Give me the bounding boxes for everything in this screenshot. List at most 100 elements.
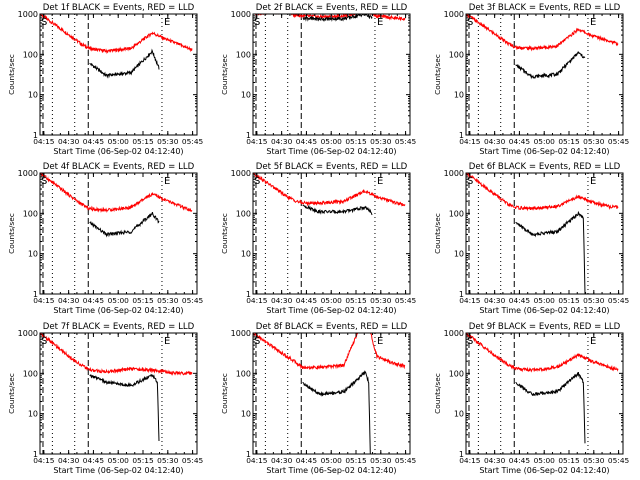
x-tick-label: 05:45 xyxy=(182,296,204,305)
x-tick-label: 05:30 xyxy=(370,456,392,465)
red-lld-series xyxy=(466,333,619,373)
black-events-series xyxy=(302,14,373,23)
y-axis-label: Counts/sec xyxy=(433,373,442,414)
end-marker-label: E xyxy=(164,176,170,187)
x-tick-label: 04:45 xyxy=(296,137,318,146)
x-tick-label: 05:15 xyxy=(345,137,367,146)
black-events-series xyxy=(89,211,160,238)
start-marker-label: S xyxy=(467,17,473,28)
x-tick-label: 05:00 xyxy=(534,137,556,146)
end-marker-label: E xyxy=(377,176,383,187)
red-lld-series xyxy=(40,333,193,376)
plot-area xyxy=(40,333,193,454)
x-tick-label: 04:15 xyxy=(459,296,481,305)
y-tick-label: 1000 xyxy=(444,329,464,338)
red-lld-series xyxy=(40,173,193,213)
chart-panel: Det 7f BLACK = Events, RED = LLD 1 10 100 10… xyxy=(7,322,204,475)
y-tick-label: 1 xyxy=(246,290,251,299)
x-tick-label: 04:45 xyxy=(83,296,105,305)
x-tick-label: 04:30 xyxy=(484,456,506,465)
y-axis-label: Counts/sec xyxy=(7,373,16,414)
y-axis-label: Counts/sec xyxy=(7,54,16,95)
y-tick-label: 1000 xyxy=(231,169,251,178)
x-tick-label: 04:45 xyxy=(296,296,318,305)
y-tick-label: 100 xyxy=(236,369,251,378)
y-tick-label: 100 xyxy=(236,50,251,59)
y-tick-label: 10 xyxy=(241,250,251,259)
x-tick-label: 05:30 xyxy=(157,456,179,465)
x-tick-label: 05:00 xyxy=(534,296,556,305)
y-tick-label: 100 xyxy=(449,50,464,59)
chart-title: Det 8f BLACK = Events, RED = LLD xyxy=(256,322,408,332)
x-tick-label: 05:45 xyxy=(608,456,630,465)
y-tick-label: 1 xyxy=(246,450,251,459)
x-tick-label: 04:15 xyxy=(33,137,55,146)
y-tick-label: 1000 xyxy=(444,169,464,178)
y-tick-label: 1 xyxy=(33,290,38,299)
black-events-series xyxy=(89,48,160,79)
chart-panel: Det 4f BLACK = Events, RED = LLD 1 10 100 10… xyxy=(7,162,204,315)
y-tick-label: 100 xyxy=(23,209,38,218)
x-tick-label: 05:30 xyxy=(157,296,179,305)
plot-area xyxy=(466,333,619,454)
x-tick-label: 04:30 xyxy=(271,137,293,146)
x-axis-label: Start Time (06-Sep-02 04:12:40) xyxy=(53,147,183,156)
red-lld-series xyxy=(253,14,406,22)
chart-panel: Det 3f BLACK = Events, RED = LLD 1 10 100 10… xyxy=(433,3,630,156)
x-tick-label: 04:30 xyxy=(271,296,293,305)
y-tick-label: 1000 xyxy=(444,10,464,19)
chart-title: Det 7f BLACK = Events, RED = LLD xyxy=(43,322,195,332)
chart-panel: Det 8f BLACK = Events, RED = LLD 1 10 100 10… xyxy=(220,322,417,475)
red-lld-series xyxy=(466,173,619,212)
red-lld-series xyxy=(40,14,193,55)
end-marker-label: E xyxy=(377,17,383,28)
y-tick-label: 1 xyxy=(459,290,464,299)
x-tick-label: 05:00 xyxy=(108,137,130,146)
start-marker-label: S xyxy=(467,176,473,187)
chart-panel: Det 9f BLACK = Events, RED = LLD 1 10 100 10… xyxy=(433,322,630,475)
x-tick-label: 05:45 xyxy=(608,137,630,146)
black-events-series xyxy=(302,204,373,216)
x-axis-label: Start Time (06-Sep-02 04:12:40) xyxy=(53,306,183,315)
x-tick-label: 05:45 xyxy=(608,296,630,305)
end-marker-label: E xyxy=(377,336,383,347)
x-tick-label: 04:15 xyxy=(246,296,268,305)
x-tick-label: 05:15 xyxy=(132,137,154,146)
y-tick-label: 1 xyxy=(459,450,464,459)
plot-area xyxy=(466,173,619,294)
x-axis-label: Start Time (06-Sep-02 04:12:40) xyxy=(479,306,609,315)
x-tick-label: 04:45 xyxy=(83,456,105,465)
x-tick-label: 04:15 xyxy=(33,296,55,305)
end-marker-label: E xyxy=(590,336,596,347)
x-tick-label: 05:30 xyxy=(370,296,392,305)
plot-area xyxy=(466,14,619,135)
y-tick-label: 1000 xyxy=(231,10,251,19)
y-axis-label: Counts/sec xyxy=(433,213,442,254)
y-tick-label: 1000 xyxy=(18,10,38,19)
x-tick-label: 05:45 xyxy=(395,456,417,465)
x-tick-label: 05:15 xyxy=(132,296,154,305)
chart-title: Det 4f BLACK = Events, RED = LLD xyxy=(43,162,195,172)
y-tick-label: 100 xyxy=(449,209,464,218)
chart-title: Det 6f BLACK = Events, RED = LLD xyxy=(469,162,621,172)
y-tick-label: 1 xyxy=(33,131,38,140)
y-tick-label: 10 xyxy=(241,410,251,419)
y-tick-label: 100 xyxy=(236,209,251,218)
x-axis-label: Start Time (06-Sep-02 04:12:40) xyxy=(479,147,609,156)
plot-area xyxy=(253,173,406,294)
y-tick-label: 1 xyxy=(459,131,464,140)
chart-title: Det 3f BLACK = Events, RED = LLD xyxy=(469,3,621,13)
axes-frame xyxy=(252,172,411,295)
y-tick-label: 1000 xyxy=(18,169,38,178)
x-tick-label: 05:45 xyxy=(182,137,204,146)
x-tick-label: 04:45 xyxy=(83,137,105,146)
y-tick-label: 10 xyxy=(454,91,464,100)
x-tick-label: 05:15 xyxy=(558,456,580,465)
x-tick-label: 04:15 xyxy=(246,137,268,146)
plot-area xyxy=(40,14,193,135)
x-axis-label: Start Time (06-Sep-02 04:12:40) xyxy=(266,306,396,315)
y-axis-label: Counts/sec xyxy=(220,213,229,254)
x-tick-label: 04:30 xyxy=(58,456,80,465)
x-tick-label: 04:45 xyxy=(296,456,318,465)
black-events-series xyxy=(515,210,586,294)
